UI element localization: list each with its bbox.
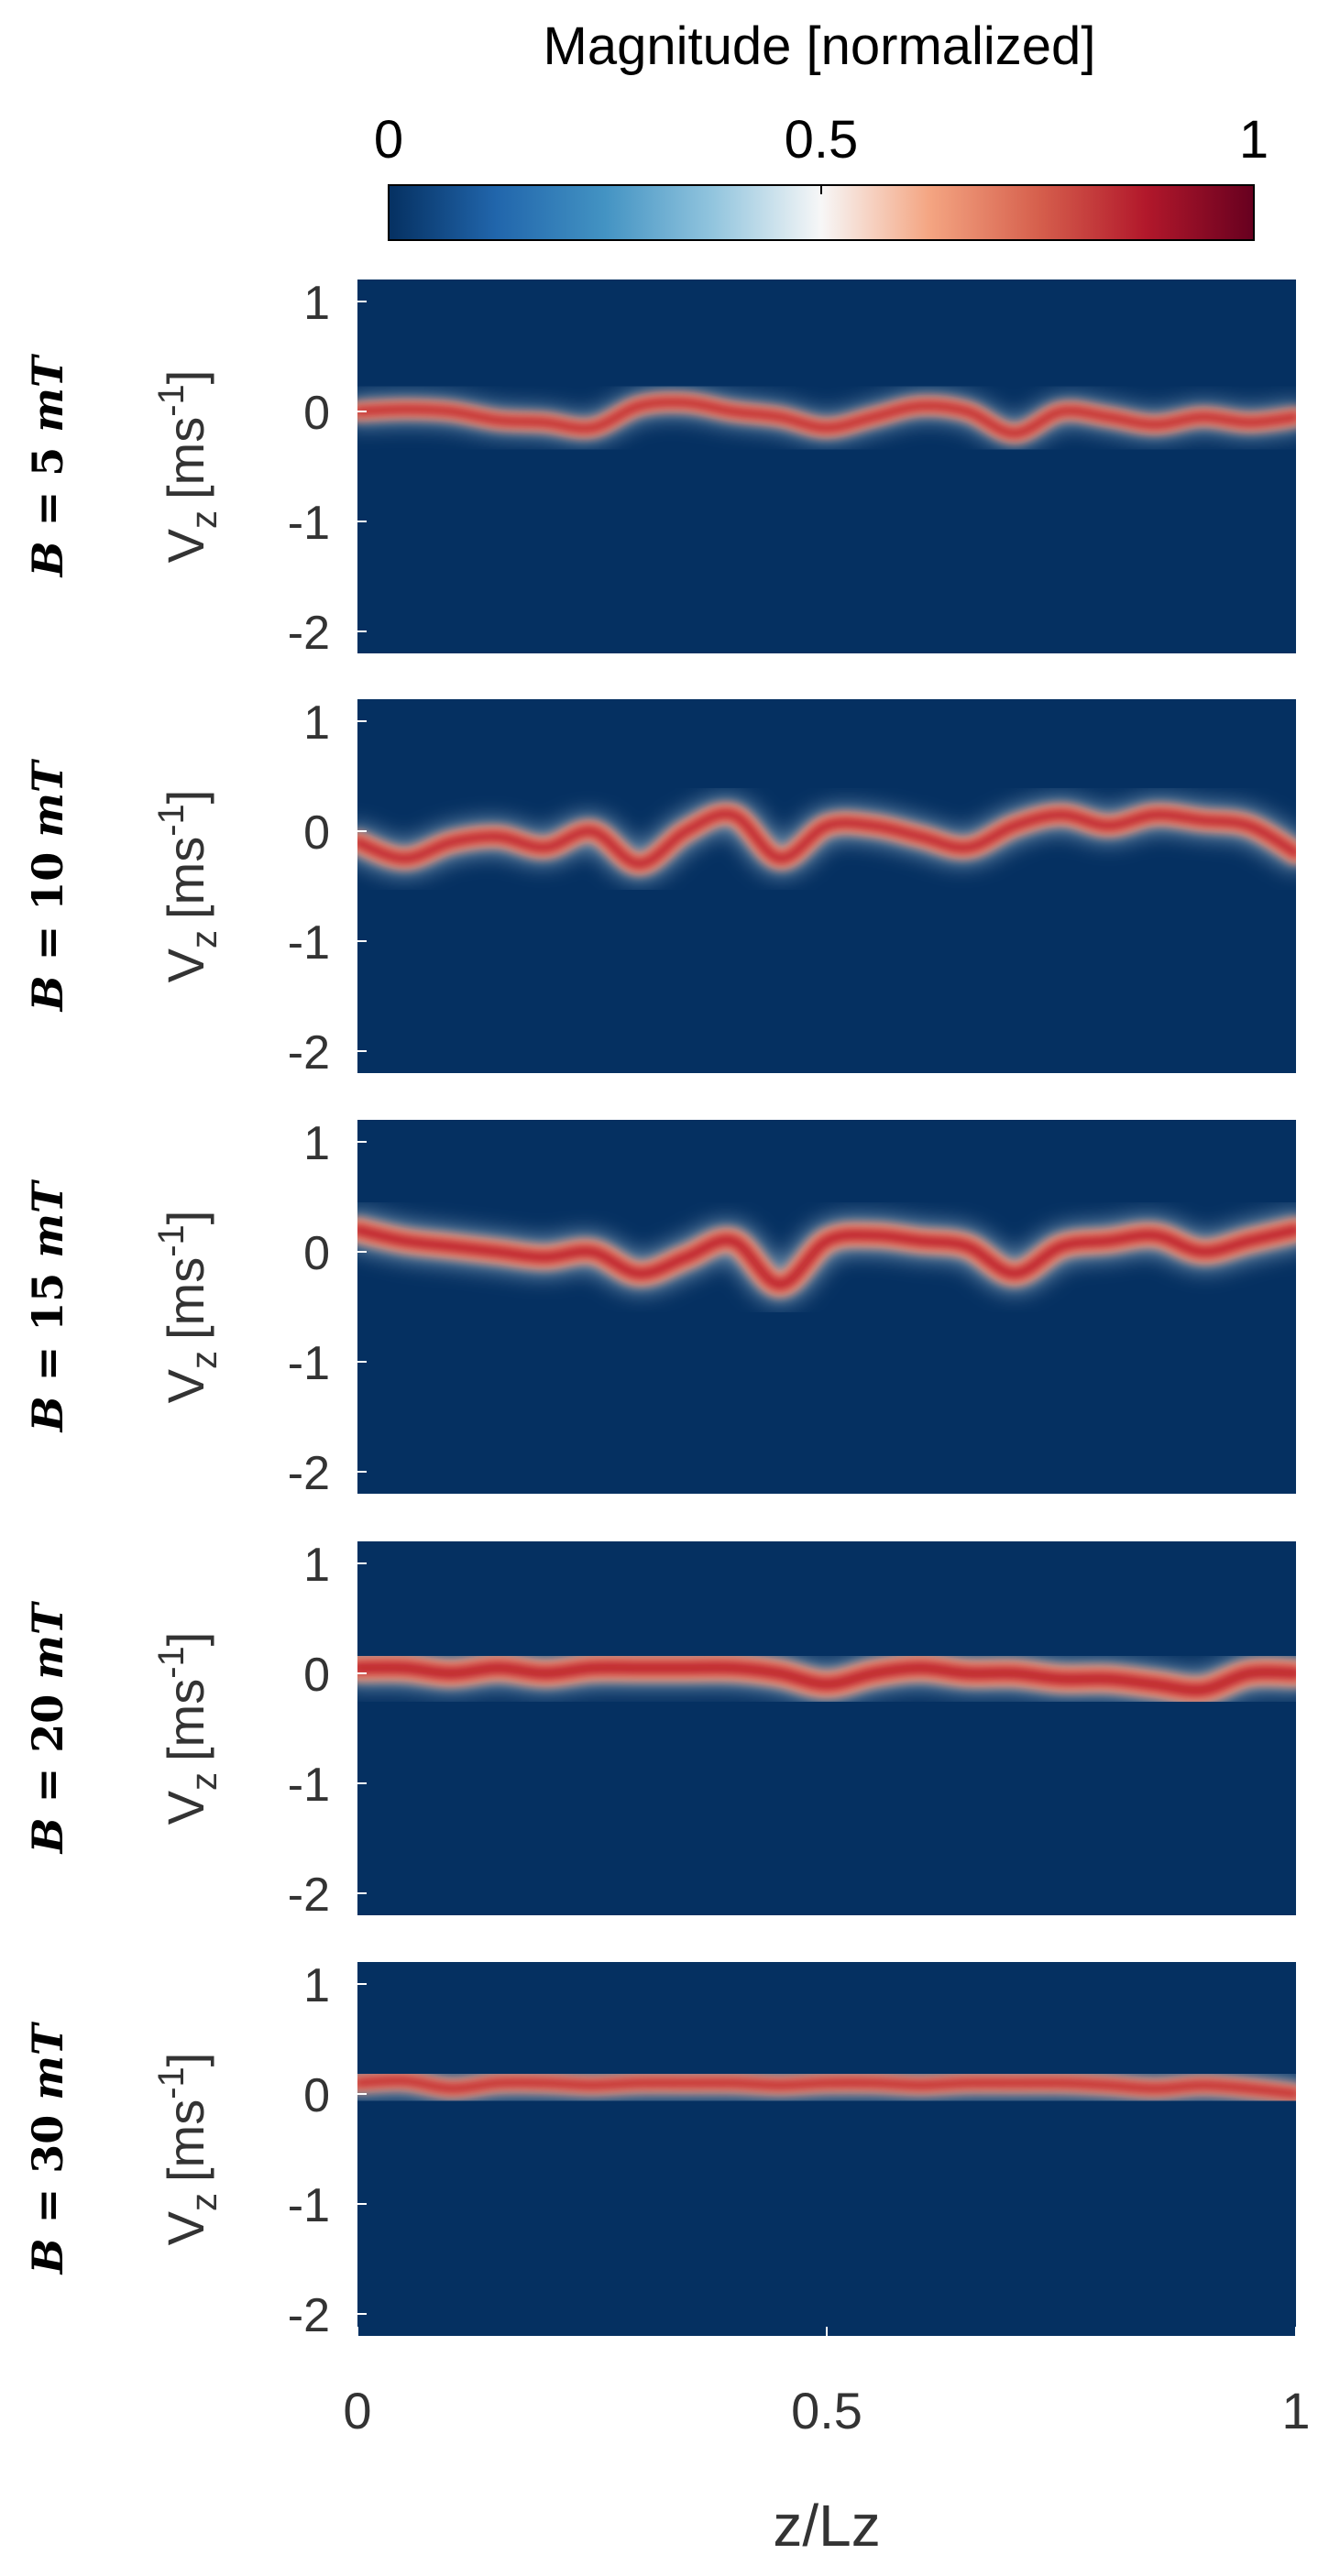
y-tick-label: 0	[303, 2069, 330, 2122]
colorbar-tick-label: 1	[1239, 110, 1269, 170]
y-tick-label: -1	[288, 2179, 330, 2232]
y-axis-label: Vz[ms-1]	[151, 1211, 225, 1404]
band-core	[357, 2075, 1296, 2099]
y-axis-label: Vz[ms-1]	[151, 2053, 225, 2246]
x-tick-label: 1	[1281, 2382, 1310, 2439]
x-axis-label: z/Lz	[773, 2493, 880, 2559]
band-core	[357, 807, 1296, 871]
colorbar-title: Magnitude [normalized]	[544, 16, 1096, 76]
colorbar: Magnitude [normalized] 0 0.5 1	[374, 16, 1269, 241]
y-tick-label: -1	[288, 1337, 330, 1390]
panel-label: B = 30 mT	[23, 2021, 72, 2275]
y-tick-label: -2	[288, 1026, 330, 1080]
plot-area	[357, 280, 1296, 653]
plot-area	[357, 1962, 1296, 2336]
y-tick-label: 0	[303, 387, 330, 440]
plot-area	[357, 1541, 1296, 1915]
x-tick-label: 0.5	[791, 2382, 862, 2439]
y-tick-label: 0	[303, 806, 330, 860]
panel-label: B = 5 mT	[23, 353, 72, 578]
colorbar-tick-label: 0.5	[785, 110, 859, 170]
band-core	[357, 1222, 1296, 1292]
y-tick-label: 1	[303, 1959, 330, 2012]
panel-3: 1 0 -1 -2 Vz[ms-1] B = 15 mT	[23, 1117, 1296, 1500]
y-tick-label: 0	[303, 1649, 330, 1702]
y-tick-label: -2	[288, 607, 330, 660]
y-tick-label: -2	[288, 2289, 330, 2342]
y-axis-label: Vz[ms-1]	[151, 790, 225, 983]
panels: 1 0 -1 -2 Vz[ms-1] B = 5 mT 1 0 -1 -2 Vz[ms-1] B = …	[23, 277, 1296, 2342]
plot-area	[357, 1120, 1296, 1494]
y-tick-label: 1	[303, 277, 330, 330]
y-tick-label: 1	[303, 1117, 330, 1170]
panel-label: B = 15 mT	[23, 1178, 72, 1433]
colorbar-ticks	[388, 185, 1255, 194]
x-tick-label: 0	[343, 2382, 371, 2439]
y-tick-label: -1	[288, 497, 330, 550]
panel-5: 1 0 -1 -2 Vz[ms-1] B = 30 mT	[23, 1959, 1296, 2342]
y-tick-label: -1	[288, 916, 330, 970]
y-tick-label: -2	[288, 1869, 330, 1922]
band-core	[357, 1660, 1296, 1698]
plot-area	[357, 699, 1296, 1073]
y-tick-label: 1	[303, 1539, 330, 1592]
y-tick-label: -2	[288, 1447, 330, 1500]
band-core	[357, 396, 1296, 439]
y-tick-label: 0	[303, 1227, 330, 1280]
colorbar-tick-labels: 0 0.5 1	[374, 110, 1269, 170]
y-axis-label: Vz[ms-1]	[151, 1632, 225, 1825]
colorbar-tick-label: 0	[374, 110, 403, 170]
y-axis-label: Vz[ms-1]	[151, 370, 225, 564]
y-tick-label: 1	[303, 696, 330, 750]
y-tick-label: -1	[288, 1759, 330, 1812]
panel-label: B = 20 mT	[23, 1600, 72, 1855]
panel-4: 1 0 -1 -2 Vz[ms-1] B = 20 mT	[23, 1539, 1296, 1922]
x-axis: 0 0.5 1 z/Lz	[343, 2327, 1311, 2559]
panel-label: B = 10 mT	[23, 758, 72, 1013]
panel-2: 1 0 -1 -2 Vz[ms-1] B = 10 mT	[23, 696, 1296, 1080]
panel-1: 1 0 -1 -2 Vz[ms-1] B = 5 mT	[23, 277, 1296, 660]
